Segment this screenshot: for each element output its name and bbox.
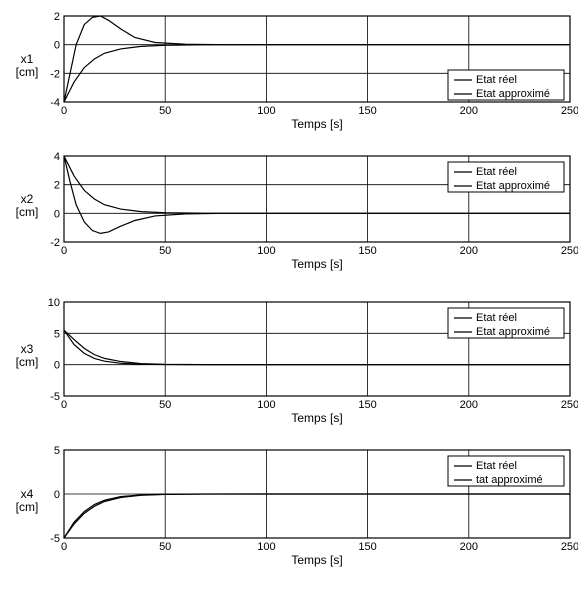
svg-text:50: 50 [159,399,171,411]
svg-text:4: 4 [54,151,60,163]
svg-text:100: 100 [257,541,275,553]
legend-x2: Etat réel Etat approximé [448,162,564,192]
chart-x4: x4[cm]-505050100150200250Etat réeltat ap… [10,444,578,574]
svg-text:200: 200 [460,399,478,411]
svg-text:0: 0 [54,40,60,52]
svg-text:Etat réel: Etat réel [476,460,517,472]
svg-text:2: 2 [54,180,60,192]
svg-text:100: 100 [257,105,275,117]
svg-text:200: 200 [460,541,478,553]
svg-text:Etat réel: Etat réel [476,166,517,178]
svg-text:10: 10 [48,297,60,309]
series-x4-real [64,494,570,538]
ylabel-x4: x4[cm] [10,488,44,514]
svg-text:0: 0 [61,399,67,411]
svg-text:250: 250 [561,399,578,411]
svg-text:150: 150 [358,105,376,117]
svg-text:2: 2 [54,11,60,23]
series-x4-approx [64,494,570,538]
svg-text:Etat approximé: Etat approximé [476,180,550,192]
svg-text:0: 0 [61,541,67,553]
svg-text:0: 0 [54,489,60,501]
chart-x3: x3[cm]-50510050100150200250Etat réelEtat… [10,296,578,432]
svg-text:100: 100 [257,245,275,257]
xlabel-x1: Temps [s] [291,117,342,131]
svg-text:250: 250 [561,541,578,553]
svg-text:50: 50 [159,541,171,553]
svg-text:0: 0 [54,360,60,372]
svg-text:5: 5 [54,445,60,457]
svg-text:5: 5 [54,328,60,340]
svg-text:50: 50 [159,105,171,117]
svg-text:tat approximé: tat approximé [476,474,543,486]
ylabel-x3: x3[cm] [10,343,44,369]
svg-text:-2: -2 [50,237,60,249]
svg-text:50: 50 [159,245,171,257]
xlabel-x2: Temps [s] [291,257,342,271]
svg-text:Etat approximé: Etat approximé [476,326,550,338]
svg-text:-4: -4 [50,97,60,109]
svg-text:150: 150 [358,399,376,411]
svg-text:-5: -5 [50,533,60,545]
xlabel-x4: Temps [s] [291,553,342,567]
svg-text:150: 150 [358,245,376,257]
svg-text:0: 0 [54,208,60,220]
svg-text:250: 250 [561,105,578,117]
svg-text:Etat réel: Etat réel [476,74,517,86]
svg-text:200: 200 [460,245,478,257]
legend-x1: Etat réel Etat approximé [448,70,564,100]
chart-x2: x2[cm]-2024050100150200250Etat réelEtat … [10,150,578,278]
svg-text:100: 100 [257,399,275,411]
xlabel-x3: Temps [s] [291,411,342,425]
svg-text:0: 0 [61,245,67,257]
legend-x3: Etat réel Etat approximé [448,308,564,338]
ylabel-x2: x2[cm] [10,193,44,219]
svg-text:250: 250 [561,245,578,257]
svg-text:200: 200 [460,105,478,117]
svg-text:-2: -2 [50,68,60,80]
svg-text:Etat réel: Etat réel [476,312,517,324]
svg-text:150: 150 [358,541,376,553]
svg-text:Etat approximé: Etat approximé [476,88,550,100]
legend-x4: Etat réel tat approximé [448,456,564,486]
svg-text:0: 0 [61,105,67,117]
svg-text:-5: -5 [50,391,60,403]
chart-x1: x1[cm]-4-202050100150200250Etat réelEtat… [10,10,578,138]
ylabel-x1: x1[cm] [10,53,44,79]
